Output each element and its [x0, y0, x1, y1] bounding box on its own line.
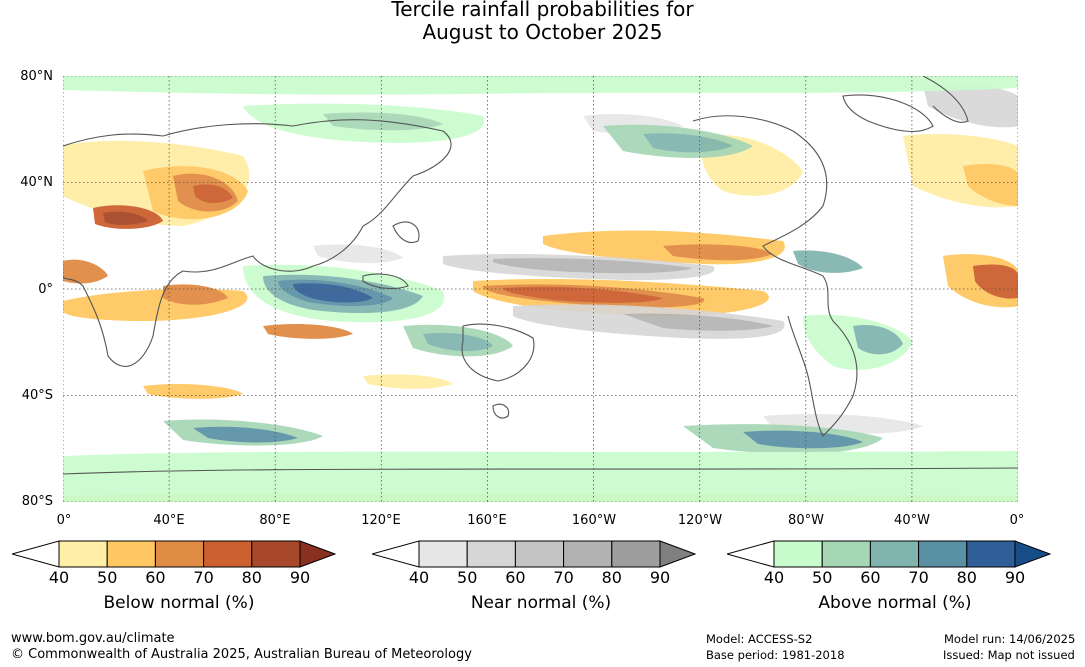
below-normal-tick-label: 60: [145, 568, 166, 587]
footer-website: www.bom.gov.au/climate: [11, 631, 175, 646]
map-title-line2: August to October 2025: [422, 20, 663, 44]
below-normal-swatch-4: [203, 540, 253, 568]
above-normal-swatch-5: [966, 540, 1016, 568]
lat-label-40s: 40°S: [21, 388, 53, 403]
near-normal-tick-label: 40: [408, 568, 430, 587]
colorbar-below-normal: [12, 540, 337, 568]
below-normal-low-extend: [12, 540, 60, 568]
near-normal-swatch-4: [563, 540, 613, 568]
above-normal-regions: [63, 76, 1018, 502]
coastlines: [63, 76, 1018, 475]
above-normal-low-extend: [727, 540, 775, 568]
above-normal-swatch-4: [918, 540, 968, 568]
above-normal-tick-label: 40: [763, 568, 785, 587]
probability-map: [63, 76, 1018, 502]
colorbar-near-normal: [372, 540, 697, 568]
lon-label-160e: 160°E: [467, 513, 507, 528]
below-normal-swatch-5: [251, 540, 301, 568]
lon-label-80e: 80°E: [259, 513, 291, 528]
near-normal-low-extend: [372, 540, 420, 568]
near-normal-swatch-2: [466, 540, 516, 568]
below-normal-tick-label: 90: [289, 568, 311, 587]
colorbar-above-normal: [727, 540, 1052, 568]
lon-label-160w: 160°W: [571, 513, 617, 528]
footer-copyright: © Commonwealth of Australia 2025, Austra…: [11, 647, 472, 662]
near-normal-tick-label: 60: [505, 568, 526, 587]
below-normal-swatch-2: [106, 540, 156, 568]
near-normal-high-extend: [659, 540, 697, 568]
lat-label-80n: 80°N: [20, 69, 53, 84]
colorbar-label-below: Below normal (%): [103, 593, 255, 613]
footer-model: Model: ACCESS-S2: [706, 632, 813, 646]
near-normal-tick-label: 90: [649, 568, 671, 587]
lon-label-120w: 120°W: [677, 513, 723, 528]
colorbar-label-near: Near normal (%): [470, 593, 612, 613]
above-normal-tick-label: 70: [908, 568, 929, 587]
lat-label-40n: 40°N: [20, 175, 53, 190]
above-normal-high-extend: [1014, 540, 1052, 568]
below-normal-swatch-3: [154, 540, 205, 568]
below-normal-tick-label: 80: [241, 568, 262, 587]
lon-label-40w: 40°W: [894, 513, 930, 528]
footer-issued: Issued: Map not issued: [943, 648, 1075, 662]
below-normal-swatch-1: [58, 540, 108, 568]
near-normal-swatch-3: [514, 540, 565, 568]
below-normal-tick-label: 50: [97, 568, 118, 587]
lat-label-80s: 80°S: [21, 494, 53, 509]
near-normal-swatch-5: [611, 540, 661, 568]
map-title-line1: Tercile rainfall probabilities for: [391, 0, 694, 21]
above-normal-tick-label: 80: [956, 568, 977, 587]
above-normal-swatch-1: [773, 540, 823, 568]
lat-label-0: 0°: [38, 282, 53, 297]
near-normal-tick-label: 70: [553, 568, 574, 587]
below-normal-tick-label: 40: [48, 568, 70, 587]
near-normal-tick-label: 80: [601, 568, 622, 587]
colorbar-label-above: Above normal (%): [818, 593, 972, 613]
above-normal-tick-label: 50: [812, 568, 833, 587]
footer-base-period: Base period: 1981-2018: [706, 648, 845, 662]
footer-model-run: Model run: 14/06/2025: [944, 632, 1076, 646]
near-normal-swatch-1: [418, 540, 468, 568]
lon-label-80w: 80°W: [788, 513, 824, 528]
lon-label-0: 0°: [56, 513, 72, 528]
above-normal-swatch-2: [821, 540, 871, 568]
lon-label-0-end: 0°: [1009, 513, 1025, 528]
lon-label-120e: 120°E: [361, 513, 401, 528]
below-normal-high-extend: [299, 540, 337, 568]
above-normal-swatch-3: [869, 540, 920, 568]
above-normal-tick-label: 90: [1004, 568, 1026, 587]
lon-label-40e: 40°E: [153, 513, 185, 528]
near-normal-tick-label: 50: [457, 568, 478, 587]
above-normal-tick-label: 60: [860, 568, 881, 587]
gridlines: [63, 76, 1018, 502]
below-normal-tick-label: 70: [193, 568, 214, 587]
